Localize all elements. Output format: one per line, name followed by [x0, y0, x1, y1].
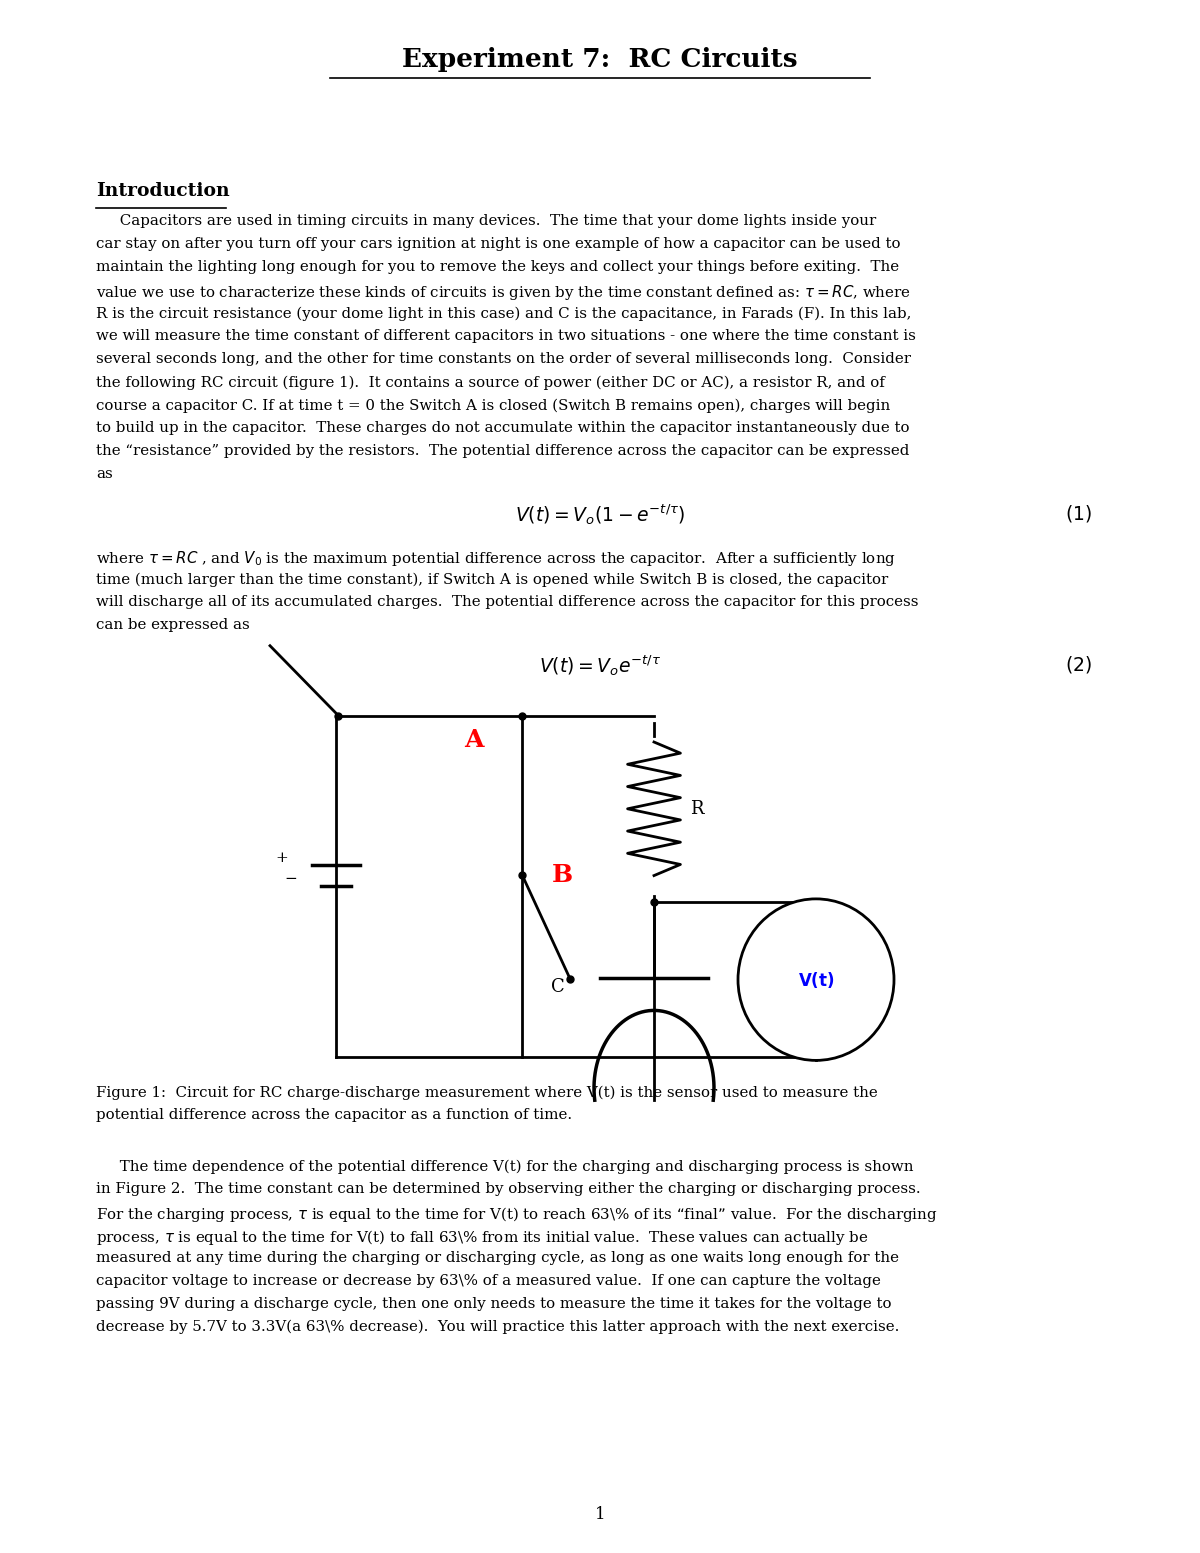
Text: course a capacitor C. If at time t = 0 the Switch A is closed (Switch B remains : course a capacitor C. If at time t = 0 t…: [96, 398, 890, 413]
Text: C: C: [551, 978, 565, 997]
Text: Capacitors are used in timing circuits in many devices.  The time that your dome: Capacitors are used in timing circuits i…: [96, 214, 876, 228]
Ellipse shape: [738, 899, 894, 1061]
Text: $(1)$: $(1)$: [1066, 503, 1092, 523]
Text: The time dependence of the potential difference V(t) for the charging and discha: The time dependence of the potential dif…: [96, 1159, 913, 1174]
Text: $V(t) = V_o\left(1 - e^{-t/\tau}\right)$: $V(t) = V_o\left(1 - e^{-t/\tau}\right)$: [515, 503, 685, 528]
Text: car stay on after you turn off your cars ignition at night is one example of how: car stay on after you turn off your cars…: [96, 238, 900, 252]
Text: +: +: [276, 851, 288, 865]
Text: several seconds long, and the other for time constants on the order of several m: several seconds long, and the other for …: [96, 353, 911, 367]
Text: $V(t) = V_o e^{-t/\tau}$: $V(t) = V_o e^{-t/\tau}$: [539, 654, 661, 679]
Text: 1: 1: [595, 1506, 605, 1522]
Text: will discharge all of its accumulated charges.  The potential difference across : will discharge all of its accumulated ch…: [96, 595, 918, 609]
Text: Introduction: Introduction: [96, 182, 229, 200]
Text: passing 9V during a discharge cycle, then one only needs to measure the time it : passing 9V during a discharge cycle, the…: [96, 1297, 892, 1311]
Text: process, $\tau$ is equal to the time for V(t) to fall 63\% from its initial valu: process, $\tau$ is equal to the time for…: [96, 1228, 869, 1247]
Text: B: B: [552, 862, 574, 887]
Text: R is the circuit resistance (your dome light in this case) and C is the capacita: R is the circuit resistance (your dome l…: [96, 306, 911, 320]
Text: −: −: [284, 873, 298, 887]
Text: measured at any time during the charging or discharging cycle, as long as one wa: measured at any time during the charging…: [96, 1252, 899, 1266]
Text: Figure 1:  Circuit for RC charge-discharge measurement where V(t) is the sensor : Figure 1: Circuit for RC charge-discharg…: [96, 1086, 877, 1100]
Text: Experiment 7:  RC Circuits: Experiment 7: RC Circuits: [402, 47, 798, 71]
Text: $\mathbf{V(t)}$: $\mathbf{V(t)}$: [798, 969, 834, 989]
Text: can be expressed as: can be expressed as: [96, 618, 250, 632]
Text: maintain the lighting long enough for you to remove the keys and collect your th: maintain the lighting long enough for yo…: [96, 261, 899, 275]
Text: potential difference across the capacitor as a function of time.: potential difference across the capacito…: [96, 1109, 572, 1123]
Text: the following RC circuit (figure 1).  It contains a source of power (either DC o: the following RC circuit (figure 1). It …: [96, 376, 884, 390]
Text: the “resistance” provided by the resistors.  The potential difference across the: the “resistance” provided by the resisto…: [96, 444, 910, 458]
Text: decrease by 5.7V to 3.3V(a 63\% decrease).  You will practice this latter approa: decrease by 5.7V to 3.3V(a 63\% decrease…: [96, 1320, 899, 1334]
Text: $(2)$: $(2)$: [1066, 654, 1092, 674]
Text: A: A: [464, 728, 484, 752]
Text: where $\tau = RC$ , and $V_0$ is the maximum potential difference across the cap: where $\tau = RC$ , and $V_0$ is the max…: [96, 550, 896, 568]
Text: as: as: [96, 467, 113, 481]
Text: R: R: [690, 800, 703, 818]
Text: capacitor voltage to increase or decrease by 63\% of a measured value.  If one c: capacitor voltage to increase or decreas…: [96, 1273, 881, 1287]
Text: time (much larger than the time constant), if Switch A is opened while Switch B : time (much larger than the time constant…: [96, 572, 888, 587]
Text: we will measure the time constant of different capacitors in two situations - on: we will measure the time constant of dif…: [96, 329, 916, 343]
Text: in Figure 2.  The time constant can be determined by observing either the chargi: in Figure 2. The time constant can be de…: [96, 1182, 920, 1196]
Text: value we use to characterize these kinds of circuits is given by the time consta: value we use to characterize these kinds…: [96, 283, 911, 303]
Text: to build up in the capacitor.  These charges do not accumulate within the capaci: to build up in the capacitor. These char…: [96, 421, 910, 435]
Text: For the charging process, $\tau$ is equal to the time for V(t) to reach 63\% of : For the charging process, $\tau$ is equa…: [96, 1205, 937, 1224]
